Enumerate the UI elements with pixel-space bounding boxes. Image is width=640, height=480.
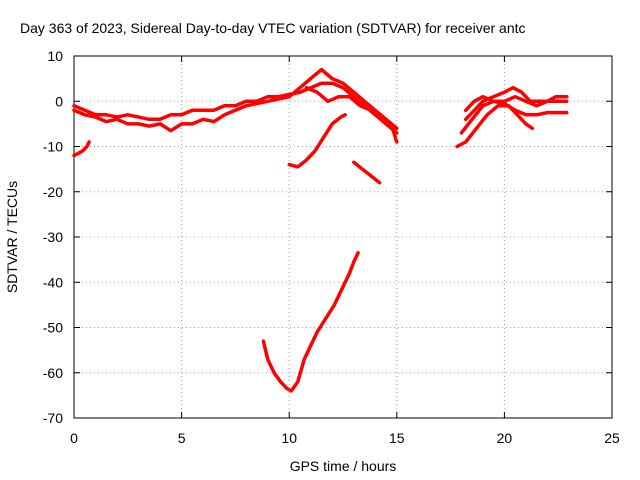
y-tick-label: -50 <box>43 320 63 336</box>
x-tick-label: 5 <box>178 430 186 446</box>
series-line-peak-arc-a <box>287 67 399 131</box>
y-tick-label: -60 <box>43 365 63 381</box>
grid <box>74 56 612 418</box>
x-axis-label: GPS time / hours <box>290 458 397 474</box>
chart-title: Day 363 of 2023, Sidereal Day-to-day VTE… <box>20 20 526 36</box>
series-line-late-arc-b <box>459 99 569 135</box>
series-line-peak-arc-c <box>304 85 399 144</box>
y-tick-label: -70 <box>43 410 63 426</box>
series-line-falling-arc-mid <box>352 160 382 185</box>
x-tick-label: 0 <box>70 430 78 446</box>
y-tick-label: 0 <box>55 93 63 109</box>
y-tick-label: -30 <box>43 229 63 245</box>
y-tick-label: -40 <box>43 274 63 290</box>
y-tick-label: 10 <box>47 48 63 64</box>
y-tick-label: -10 <box>43 139 63 155</box>
series-line-early-short-arc <box>72 140 91 158</box>
x-tick-label: 15 <box>389 430 405 446</box>
series-line-main-arc-upper <box>72 90 302 122</box>
y-axis-label: SDTVAR / TECUs <box>4 181 20 293</box>
series-line-main-arc-lower <box>72 94 291 133</box>
x-tick-label: 20 <box>497 430 513 446</box>
series-line-rising-arc-mid <box>287 113 347 169</box>
x-tick-label: 10 <box>281 430 297 446</box>
y-tick-label: -20 <box>43 184 63 200</box>
x-tick-label: 25 <box>604 430 620 446</box>
axis-ticks: 0 5 10 15 20 25 10 0 -10 -20 -30 -40 -50 -60 -70 <box>43 48 620 446</box>
series-line-late-arc-a <box>455 104 535 149</box>
data-series <box>72 67 569 393</box>
series-line-late-arc-d <box>463 94 569 113</box>
series-line-deep-dip-arc <box>261 251 360 393</box>
